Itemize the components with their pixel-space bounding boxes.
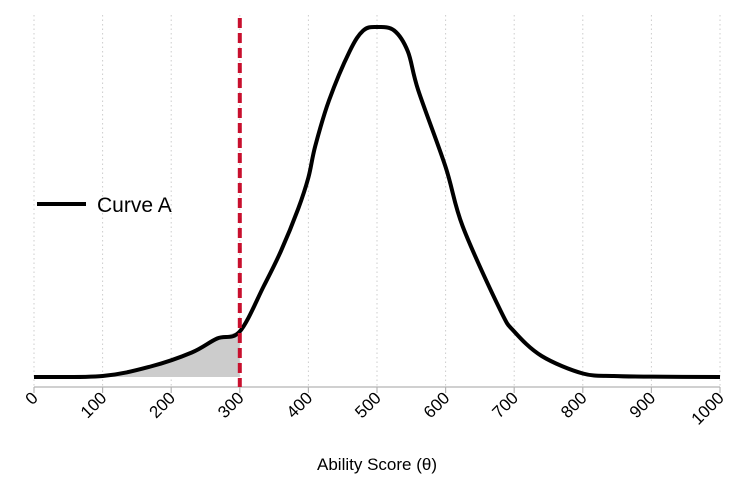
- x-tick-label: 100: [77, 388, 110, 421]
- x-axis-title: Ability Score (θ): [317, 455, 437, 474]
- x-axis-ticks: 0 100 200 300 400 500 600 700 800 900 1000: [22, 387, 728, 429]
- x-tick-label: 800: [557, 388, 590, 421]
- x-tick-label: 900: [626, 388, 659, 421]
- curve-a-line: [33, 24, 721, 380]
- x-tick-label: 700: [489, 388, 522, 421]
- shaded-tail-area: [34, 331, 240, 378]
- x-tick-label: 1000: [688, 388, 728, 428]
- legend-label-curve-a: Curve A: [97, 194, 172, 217]
- x-tick-label: 300: [214, 388, 247, 421]
- x-tick-label: 200: [146, 388, 179, 421]
- legend: Curve A: [37, 194, 172, 217]
- x-tick-label: 0: [22, 388, 42, 408]
- x-tick-label: 600: [420, 388, 453, 421]
- x-tick-label: 400: [283, 388, 316, 421]
- x-tick-label: 500: [351, 388, 384, 421]
